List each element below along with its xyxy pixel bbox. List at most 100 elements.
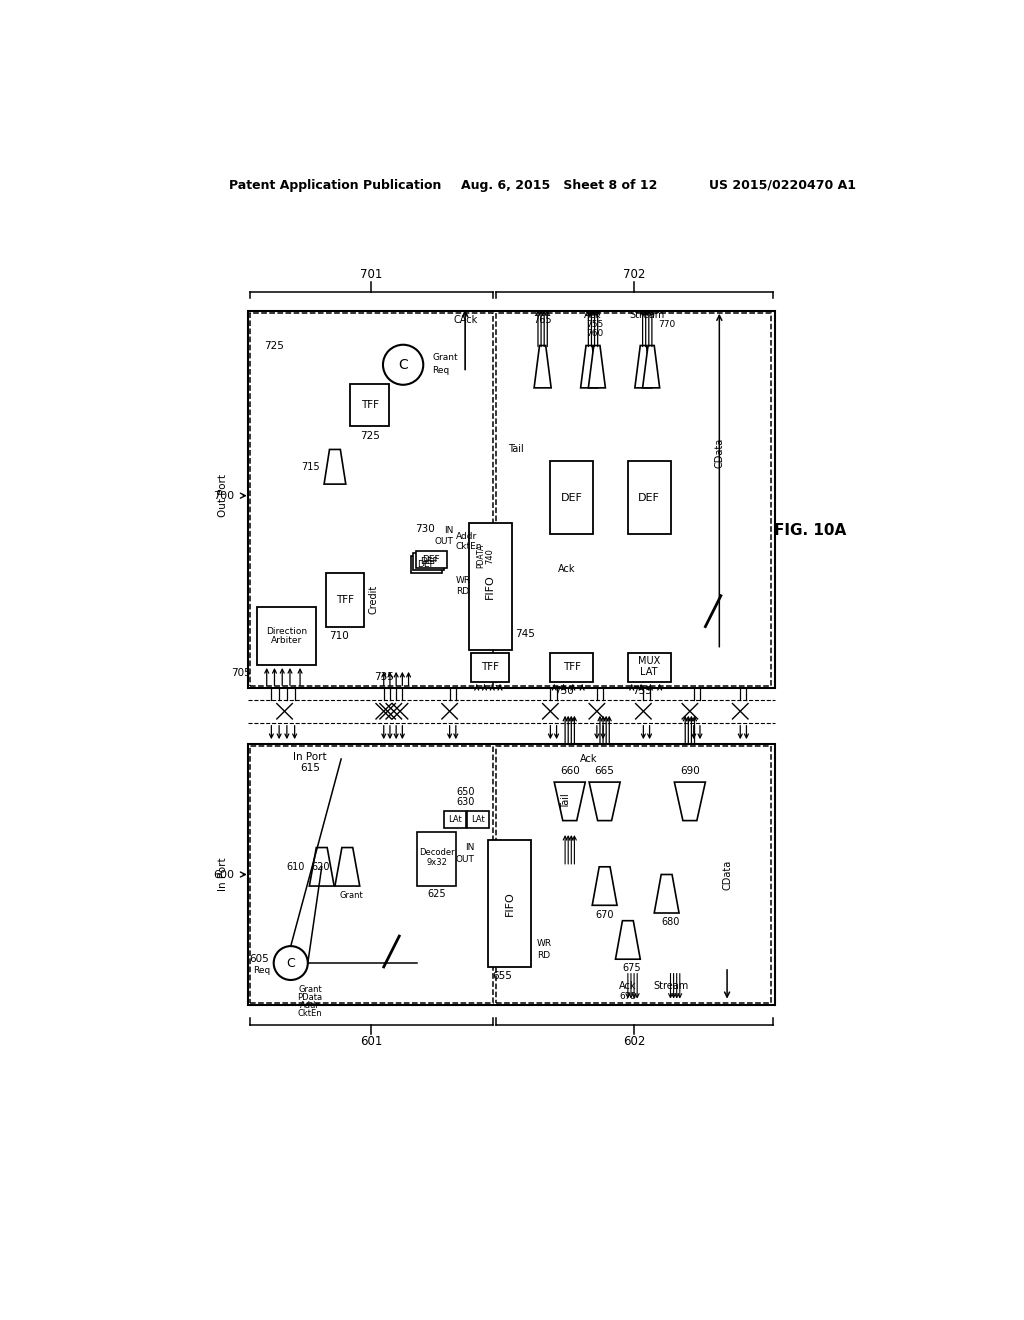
Text: Ack: Ack <box>585 310 602 319</box>
Polygon shape <box>592 867 617 906</box>
Text: CAck: CAck <box>453 315 477 325</box>
Bar <box>416 552 446 568</box>
Text: Req: Req <box>432 367 450 375</box>
Text: 670: 670 <box>595 909 613 920</box>
Text: RD: RD <box>538 950 550 960</box>
Text: Ack: Ack <box>620 981 637 991</box>
Text: CktEn: CktEn <box>456 543 482 550</box>
Text: Out Port: Out Port <box>218 474 228 517</box>
Text: MUX: MUX <box>638 656 660 667</box>
Text: Arbiter: Arbiter <box>271 636 302 645</box>
Text: FIFO: FIFO <box>505 891 515 916</box>
Bar <box>488 840 531 966</box>
Bar <box>326 573 365 627</box>
Text: 725: 725 <box>359 430 380 441</box>
Text: WR: WR <box>538 940 552 948</box>
Text: LAt: LAt <box>449 816 462 824</box>
Bar <box>257 607 315 665</box>
Text: C: C <box>287 957 295 970</box>
Text: 730: 730 <box>415 524 434 533</box>
Polygon shape <box>554 781 586 821</box>
Text: 702: 702 <box>623 268 645 281</box>
Text: In Port: In Port <box>293 752 327 763</box>
Text: Tail: Tail <box>561 793 570 809</box>
Text: CktEn: CktEn <box>298 1008 323 1018</box>
Text: 605: 605 <box>249 954 269 964</box>
Text: Addr: Addr <box>300 1001 321 1010</box>
Text: 690: 690 <box>680 766 699 776</box>
Text: 755: 755 <box>632 686 651 696</box>
Text: Credit: Credit <box>369 585 379 614</box>
Text: 625: 625 <box>427 888 445 899</box>
Text: 630: 630 <box>457 797 475 807</box>
Text: Stream: Stream <box>653 981 688 991</box>
Text: 745: 745 <box>515 630 536 639</box>
Text: 602: 602 <box>623 1035 645 1048</box>
Text: Grant: Grant <box>339 891 364 900</box>
Text: 675: 675 <box>620 991 637 1001</box>
Text: 660: 660 <box>560 766 580 776</box>
Text: Tail: Tail <box>508 445 523 454</box>
Text: 710: 710 <box>330 631 349 640</box>
Text: TFF: TFF <box>360 400 379 411</box>
Polygon shape <box>654 875 679 913</box>
Text: TFF: TFF <box>562 663 581 672</box>
Text: PData: PData <box>298 993 323 1002</box>
Bar <box>467 812 489 829</box>
Text: 610: 610 <box>287 862 305 871</box>
Bar <box>469 523 512 649</box>
Text: OUT: OUT <box>456 854 474 863</box>
Text: Decoder: Decoder <box>419 849 455 858</box>
Text: 680: 680 <box>662 917 680 927</box>
Bar <box>251 313 493 686</box>
Text: 750: 750 <box>554 686 574 696</box>
Bar <box>350 384 389 426</box>
Text: 715: 715 <box>301 462 319 473</box>
Bar <box>414 553 444 570</box>
Text: 701: 701 <box>360 268 383 281</box>
Text: 705: 705 <box>231 668 251 677</box>
Text: 760: 760 <box>586 330 603 338</box>
Text: 650: 650 <box>457 787 475 797</box>
Text: DEF: DEF <box>420 557 437 566</box>
Polygon shape <box>615 921 640 960</box>
Polygon shape <box>675 781 706 821</box>
Text: DEF: DEF <box>418 560 435 569</box>
Text: C: C <box>398 358 408 372</box>
Polygon shape <box>535 346 551 388</box>
Polygon shape <box>309 847 334 886</box>
Text: Req: Req <box>254 966 270 975</box>
Text: 655: 655 <box>493 972 512 981</box>
Text: WR: WR <box>456 576 471 585</box>
Text: 675: 675 <box>623 964 641 973</box>
Bar <box>471 653 509 682</box>
Text: PDATA: PDATA <box>476 544 485 568</box>
Text: TFF: TFF <box>481 663 499 672</box>
Polygon shape <box>635 346 652 388</box>
Text: Grant: Grant <box>298 986 322 994</box>
Polygon shape <box>324 449 346 484</box>
Text: 740: 740 <box>485 548 495 564</box>
Text: 600: 600 <box>213 870 234 879</box>
Bar <box>248 312 775 688</box>
Polygon shape <box>643 346 659 388</box>
Bar <box>496 313 771 686</box>
Text: Aug. 6, 2015   Sheet 8 of 12: Aug. 6, 2015 Sheet 8 of 12 <box>461 178 657 191</box>
Text: DEF: DEF <box>638 492 660 503</box>
Text: 735: 735 <box>374 672 393 681</box>
Bar <box>251 746 493 1003</box>
Polygon shape <box>335 847 359 886</box>
Text: Addr: Addr <box>456 532 477 541</box>
Text: TFF: TFF <box>336 594 354 605</box>
Text: Grant: Grant <box>432 352 458 362</box>
Text: 665: 665 <box>595 766 614 776</box>
Text: CData: CData <box>722 859 732 890</box>
Text: 700: 700 <box>213 491 234 500</box>
Text: 725: 725 <box>263 341 284 351</box>
Text: 770: 770 <box>658 321 675 329</box>
Text: Patent Application Publication: Patent Application Publication <box>228 178 441 191</box>
Text: 615: 615 <box>300 763 321 774</box>
Bar <box>628 653 671 682</box>
Text: Ack: Ack <box>581 754 598 764</box>
Polygon shape <box>589 781 621 821</box>
